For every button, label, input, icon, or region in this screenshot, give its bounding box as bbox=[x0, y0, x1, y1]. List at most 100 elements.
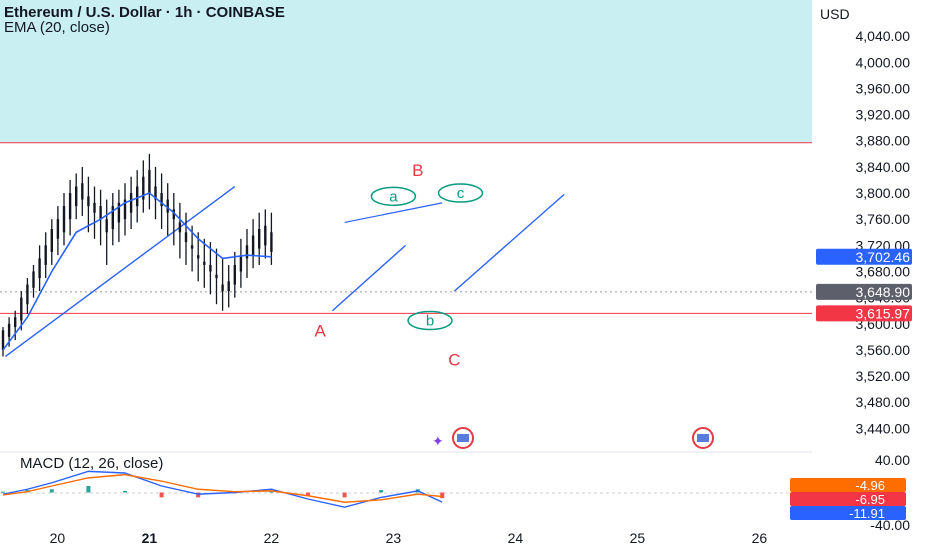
wave-label-a: a bbox=[389, 188, 398, 205]
price-tick-label: 3,520.00 bbox=[856, 368, 911, 384]
price-tick-label: 4,040.00 bbox=[856, 28, 911, 44]
candle-body bbox=[75, 186, 78, 207]
price-tag-label: 3,615.97 bbox=[856, 305, 911, 321]
sparkle-icon: ✦ bbox=[432, 433, 444, 449]
macd-tag-label: -6.95 bbox=[855, 492, 885, 507]
macd-tick-label: -40.00 bbox=[870, 517, 910, 533]
macd-hist-bar bbox=[440, 492, 445, 499]
us-event-icon bbox=[452, 427, 474, 449]
candles bbox=[1, 153, 273, 357]
candle-body bbox=[50, 229, 53, 252]
trendline-channel-high bbox=[344, 202, 443, 224]
macd-hist-bar bbox=[86, 486, 91, 493]
price-tick-label: 4,000.00 bbox=[856, 54, 911, 70]
wave-label-A: A bbox=[315, 321, 327, 340]
price-tag-label: 3,702.46 bbox=[856, 249, 911, 265]
time-tick-label: 23 bbox=[386, 530, 402, 546]
price-axis[interactable]: 4,040.00 4,000.00 3,960.00 3,920.00 3,880.00… bbox=[856, 28, 911, 533]
wave-label-c: c bbox=[457, 185, 465, 202]
macd-pane bbox=[1, 470, 445, 508]
candle-body bbox=[184, 232, 188, 243]
macd-hist-bar bbox=[342, 492, 347, 498]
macd-hist-bar bbox=[123, 490, 127, 493]
price-tick-label: 3,440.00 bbox=[856, 420, 911, 436]
macd-label: MACD (12, 26, close) bbox=[20, 455, 163, 472]
currency-label: USD bbox=[820, 6, 850, 22]
candle-body bbox=[117, 202, 121, 223]
wave-label-B: B bbox=[412, 161, 423, 180]
price-tag-label: 3,648.90 bbox=[856, 284, 911, 300]
chart-title: Ethereum / U.S. Dollar · 1h · COINBASE bbox=[4, 4, 285, 21]
price-tick-label: 3,880.00 bbox=[856, 133, 911, 149]
candle-body bbox=[26, 284, 29, 305]
time-axis[interactable]: 20 21 22 23 24 25 26 bbox=[50, 530, 768, 546]
wave-labels: A B Ca b c ✦ bbox=[315, 161, 714, 449]
us-flag-glyph bbox=[457, 434, 469, 442]
projection-line bbox=[453, 193, 565, 292]
macd-hist-bar bbox=[1, 491, 5, 493]
candle-body bbox=[44, 245, 47, 265]
macd-tag bbox=[790, 478, 906, 492]
price-tick-label: 3,920.00 bbox=[856, 107, 911, 123]
time-tick-label: 25 bbox=[630, 530, 646, 546]
candle-body bbox=[148, 170, 151, 194]
annotation-lines bbox=[0, 142, 812, 358]
price-tag-last bbox=[816, 283, 912, 300]
candle-body bbox=[154, 186, 157, 200]
ema-polyline bbox=[2, 192, 272, 351]
price-tick-label: 3,840.00 bbox=[856, 159, 911, 175]
wave-b-ring bbox=[407, 310, 453, 331]
candle-body bbox=[111, 206, 114, 229]
candle-body bbox=[1, 330, 5, 350]
candle-body bbox=[38, 258, 41, 279]
candle-body bbox=[264, 225, 267, 246]
candle-body bbox=[197, 255, 200, 259]
macd-hist-bar bbox=[379, 490, 384, 493]
candle-body bbox=[56, 219, 60, 239]
price-tick-label: 3,760.00 bbox=[856, 211, 911, 227]
time-tick-label: 24 bbox=[508, 530, 524, 546]
candle-body bbox=[87, 196, 90, 207]
candle-body bbox=[129, 193, 133, 213]
price-tick-label: 3,680.00 bbox=[856, 263, 911, 279]
candle-body bbox=[93, 202, 96, 213]
us-flag-glyph bbox=[697, 434, 709, 442]
macd-tick-label: 40.00 bbox=[875, 452, 910, 468]
trendline-up bbox=[5, 185, 236, 358]
wave-a-ring bbox=[370, 186, 417, 207]
candle-body bbox=[172, 209, 175, 220]
us-event-icon bbox=[692, 427, 714, 449]
wave-label-b: b bbox=[426, 313, 434, 330]
signal-line bbox=[2, 473, 443, 503]
time-tick-label: 21 bbox=[142, 530, 158, 546]
candle-body bbox=[258, 229, 261, 249]
indicator-label: EMA (20, close) bbox=[4, 19, 110, 36]
macd-hist-bar bbox=[196, 492, 201, 498]
candle-body bbox=[251, 235, 255, 256]
ema-line bbox=[2, 192, 272, 351]
candle-body bbox=[68, 193, 72, 220]
candle-body bbox=[203, 261, 206, 265]
candle-body bbox=[142, 176, 145, 200]
macd-hist-bar bbox=[49, 489, 54, 493]
candle-body bbox=[227, 281, 230, 292]
candle-body bbox=[62, 206, 66, 233]
macd-tag-label: -4.96 bbox=[855, 478, 885, 493]
macd-hist-bar bbox=[306, 492, 310, 496]
candle-body bbox=[233, 264, 236, 285]
macd-tag bbox=[790, 506, 906, 520]
candle-body bbox=[160, 193, 163, 207]
macd-tag bbox=[790, 492, 906, 506]
candle-body bbox=[166, 199, 169, 213]
macd-hist-bar bbox=[159, 492, 164, 498]
time-tick-label: 20 bbox=[50, 530, 66, 546]
macd-tag-label: -11.91 bbox=[849, 506, 885, 521]
candle-body bbox=[7, 323, 11, 337]
candle-body bbox=[105, 219, 108, 233]
candle-body bbox=[123, 199, 127, 220]
candle-body bbox=[215, 274, 218, 279]
price-tick-label: 3,560.00 bbox=[856, 342, 911, 358]
gridlines bbox=[0, 451, 812, 494]
wave-c-ring bbox=[437, 183, 484, 203]
